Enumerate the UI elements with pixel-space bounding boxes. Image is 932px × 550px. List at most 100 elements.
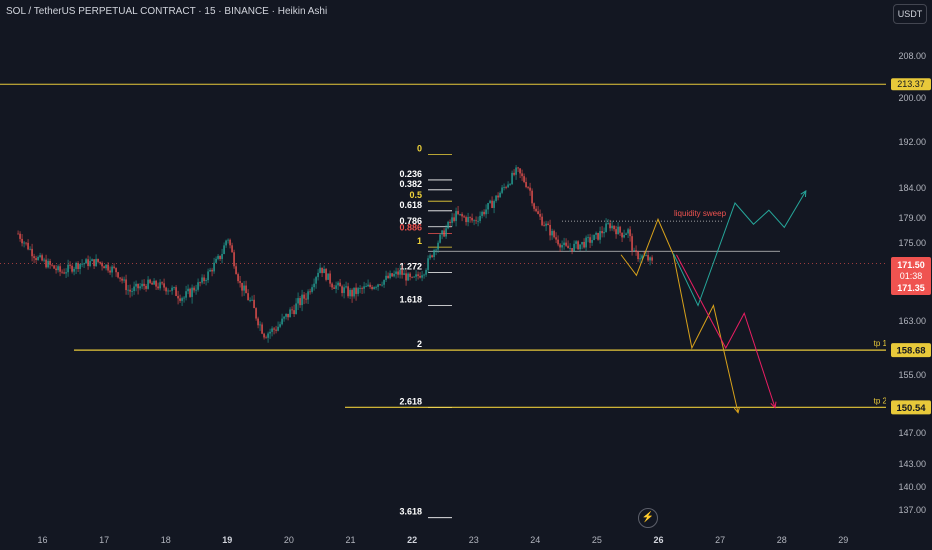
x-tick-label: 24 — [530, 535, 540, 545]
candle-body — [489, 200, 491, 204]
fib-label: 3.618 — [399, 507, 422, 517]
candle-body — [281, 318, 283, 325]
candle-body — [143, 283, 145, 286]
candle-body — [191, 287, 193, 297]
candle-body — [591, 240, 593, 243]
candle-body — [259, 324, 261, 326]
x-tick-label: 28 — [777, 535, 787, 545]
candle-body — [197, 282, 199, 290]
candle-body — [383, 279, 385, 285]
candle-body — [583, 241, 585, 248]
candle-body — [39, 255, 41, 257]
candle-body — [523, 176, 525, 182]
candle-body — [323, 268, 325, 274]
candle-body — [313, 283, 315, 288]
countdown-label: 01:38 — [900, 271, 923, 281]
candle-body — [637, 251, 639, 260]
candle-body — [201, 277, 203, 283]
candle-body — [321, 267, 323, 274]
candle-body — [337, 282, 339, 286]
candle-body — [411, 276, 413, 278]
candle-body — [359, 288, 361, 289]
candle-body — [499, 192, 501, 198]
candle-body — [633, 250, 635, 252]
top-level-price: 213.37 — [897, 79, 925, 89]
currency-button[interactable]: USDT — [893, 4, 927, 24]
candle-body — [151, 282, 153, 285]
candle-body — [185, 291, 187, 298]
projection-orange-arrowhead — [733, 406, 741, 414]
x-tick-label: 25 — [592, 535, 602, 545]
candle-body — [165, 287, 167, 292]
candle-body — [577, 241, 579, 250]
candle-body — [215, 258, 217, 263]
y-tick-label: 137.00 — [898, 505, 926, 515]
candle-body — [559, 244, 561, 248]
candle-body — [351, 289, 353, 297]
candle-body — [365, 286, 367, 288]
candle-body — [121, 278, 123, 281]
x-tick-label: 20 — [284, 535, 294, 545]
fib-label: 2 — [417, 339, 422, 349]
candle-body — [187, 288, 189, 292]
candle-body — [195, 289, 197, 291]
candle-body — [509, 184, 511, 185]
candle-body — [69, 264, 71, 266]
candle-body — [239, 281, 241, 283]
candle-body — [75, 263, 77, 269]
x-tick-label: 21 — [345, 535, 355, 545]
candle-body — [347, 286, 349, 297]
candle-body — [599, 231, 601, 240]
candle-body — [377, 284, 379, 287]
candle-body — [331, 283, 333, 288]
projection-red-arrowhead — [770, 401, 777, 409]
candle-body — [423, 274, 425, 276]
candle-body — [315, 277, 317, 284]
candle-body — [327, 273, 329, 280]
candle-body — [21, 238, 23, 244]
candle-body — [77, 263, 79, 269]
candle-body — [261, 324, 263, 334]
projection-red — [676, 254, 776, 408]
fib-label: 0.236 — [399, 169, 422, 179]
candle-body — [493, 201, 495, 208]
candle-body — [579, 244, 581, 250]
candle-body — [319, 267, 321, 273]
candle-body — [455, 211, 457, 221]
candle-body — [575, 241, 577, 244]
candle-body — [541, 216, 543, 226]
candle-body — [145, 285, 147, 289]
candle-body — [221, 253, 223, 259]
candle-body — [101, 262, 103, 267]
candle-body — [557, 239, 559, 245]
candle-body — [325, 268, 327, 280]
candle-body — [481, 211, 483, 216]
candle-body — [505, 186, 507, 188]
candle-body — [551, 230, 553, 236]
candle-body — [593, 234, 595, 241]
candle-body — [115, 267, 117, 273]
candle-body — [207, 271, 209, 281]
candle-body — [569, 248, 571, 249]
candle-body — [317, 272, 319, 278]
lightning-icon[interactable]: ⚡ — [638, 508, 658, 528]
candle-body — [513, 172, 515, 175]
candle-body — [421, 275, 423, 278]
candle-body — [435, 249, 437, 251]
candle-body — [375, 286, 377, 288]
y-tick-label: 200.00 — [898, 93, 926, 103]
candle-body — [33, 256, 35, 259]
candle-body — [603, 232, 605, 234]
candle-body — [445, 228, 447, 237]
candle-body — [533, 203, 535, 209]
candle-body — [361, 288, 363, 289]
candle-body — [41, 255, 43, 261]
candle-body — [267, 333, 269, 338]
candle-body — [451, 217, 453, 223]
candle-body — [249, 299, 251, 301]
candle-body — [113, 266, 115, 268]
candle-body — [629, 229, 631, 237]
candle-body — [623, 235, 625, 238]
candle-body — [311, 287, 313, 292]
